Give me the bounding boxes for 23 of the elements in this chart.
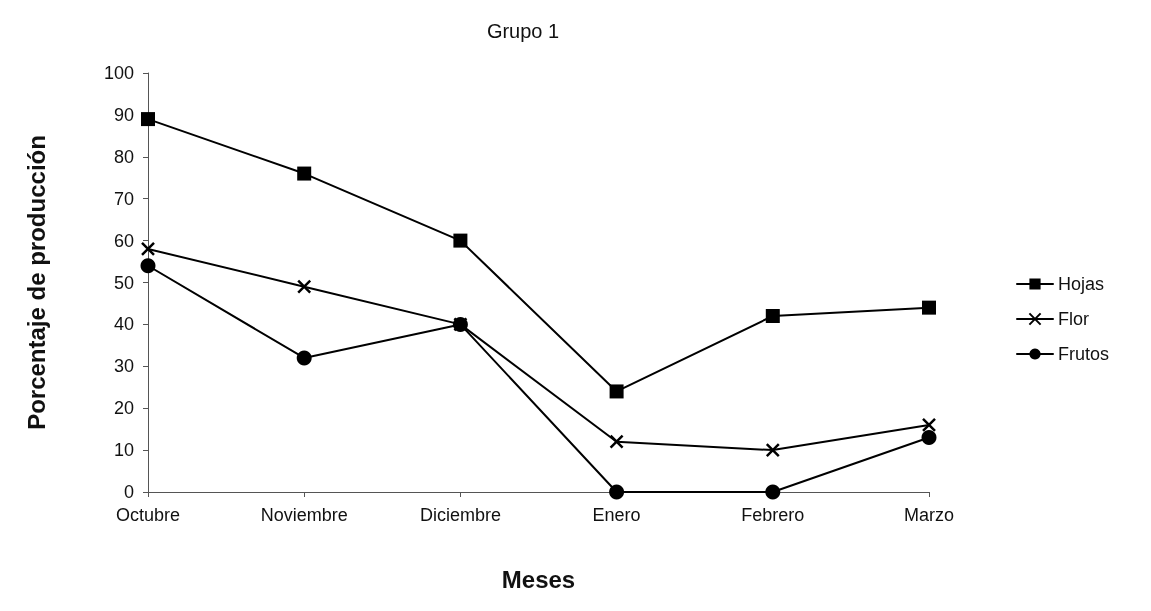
x-tick-label: Enero [592,505,641,525]
y-tick-label: 0 [123,482,134,502]
y-tick-label: 10 [113,440,134,461]
x-tick-label: Diciembre [419,505,501,525]
legend-label: Frutos [1058,344,1110,364]
y-tick-label: 100 [103,63,134,83]
y-tick-label: 50 [113,272,134,293]
legend-label: Flor [1058,309,1089,329]
x-tick-label: Febrero [741,505,805,525]
x-axis-title: Meses [501,565,576,593]
y-axis-title: Porcentaje de producción [22,135,50,430]
x-tick-label: Marzo [903,505,955,525]
y-tick-label: 70 [113,188,134,209]
y-tick-label: 40 [113,314,134,335]
y-tick-label: 80 [113,146,134,167]
y-tick-label: 20 [113,398,134,419]
legend-label: Hojas [1058,274,1105,294]
x-tick-label: Noviembre [260,505,348,525]
y-tick-label: 30 [113,356,134,377]
y-tick-label: 60 [113,230,134,251]
x-tick-label: Octubre [115,505,181,525]
chart-title: Grupo 1 [486,20,560,42]
y-tick-label: 90 [113,104,134,125]
